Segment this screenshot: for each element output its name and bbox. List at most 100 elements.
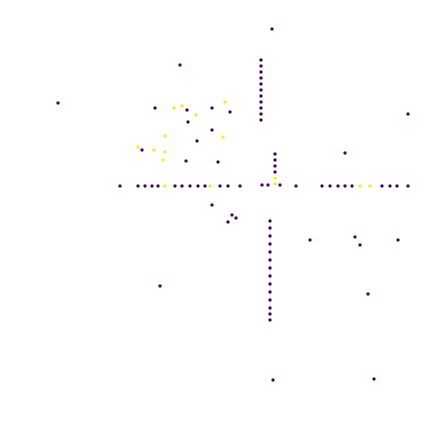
scatter-point — [259, 88, 263, 92]
scatter-point — [273, 182, 277, 186]
scatter-point — [196, 184, 200, 188]
scatter-point — [185, 108, 189, 112]
scatter-point — [210, 203, 214, 207]
scatter-point — [268, 219, 272, 223]
scatter-point — [273, 170, 277, 174]
scatter-point — [268, 318, 272, 322]
scatter-point — [268, 266, 272, 270]
scatter-point — [226, 184, 230, 188]
scatter-point — [259, 58, 263, 62]
scatter-point — [184, 159, 188, 163]
scatter-point — [353, 235, 357, 239]
scatter-point — [268, 290, 272, 294]
scatter-point — [259, 64, 263, 68]
scatter-point — [268, 258, 272, 262]
scatter-point — [273, 176, 277, 180]
scatter-point — [136, 184, 140, 188]
scatter-point — [180, 104, 184, 108]
scatter-point — [380, 184, 384, 188]
scatter-point — [358, 243, 362, 247]
scatter-point — [396, 238, 400, 242]
scatter-point — [259, 94, 263, 98]
scatter-point — [194, 113, 198, 117]
scatter-point — [173, 184, 177, 188]
scatter-point — [268, 306, 272, 310]
scatter-point — [268, 274, 272, 278]
scatter-point — [210, 106, 214, 110]
scatter-point — [140, 148, 144, 152]
scatter-point — [153, 106, 157, 110]
scatter-point — [210, 128, 214, 132]
scatter-point — [368, 184, 372, 188]
scatter-point — [230, 213, 234, 217]
scatter-point — [238, 184, 242, 188]
scatter-point — [350, 184, 354, 188]
scatter-point — [218, 184, 222, 188]
scatter-point — [172, 106, 176, 110]
scatter-point — [395, 184, 399, 188]
scatter-point — [158, 284, 162, 288]
scatter-point — [226, 220, 230, 224]
scatter-point — [259, 118, 263, 122]
scatter-point — [336, 184, 340, 188]
scatter-point — [259, 82, 263, 86]
scatter-point — [259, 106, 263, 110]
scatter-point — [234, 216, 238, 220]
scatter-point — [178, 63, 182, 67]
scatter-point — [156, 184, 160, 188]
scatter-point — [136, 145, 140, 149]
scatter-point — [320, 184, 324, 188]
scatter-point — [406, 184, 410, 188]
scatter-point — [118, 184, 122, 188]
scatter-point — [216, 160, 220, 164]
scatter-point — [273, 158, 277, 162]
scatter-point — [278, 183, 282, 187]
scatter-point — [273, 152, 277, 156]
scatter-point — [161, 158, 165, 162]
scatter-point — [259, 112, 263, 116]
scatter-point — [260, 183, 264, 187]
scatter-point — [268, 234, 272, 238]
scatter-point — [358, 184, 362, 188]
scatter-point — [266, 183, 270, 187]
scatter-point — [294, 184, 298, 188]
scatter-point — [268, 298, 272, 302]
scatter-point — [268, 250, 272, 254]
scatter-point — [223, 100, 227, 104]
scatter-point — [143, 184, 147, 188]
scatter-point — [259, 100, 263, 104]
scatter-point — [268, 312, 272, 316]
scatter-point — [163, 150, 167, 154]
scatter-point — [180, 184, 184, 188]
scatter-point — [308, 238, 312, 242]
scatter-point — [221, 135, 225, 139]
scatter-point — [270, 27, 274, 31]
scatter-point — [195, 139, 199, 143]
scatter-point — [406, 112, 410, 116]
scatter-point — [259, 76, 263, 80]
scatter-point — [188, 184, 192, 188]
scatter-point — [268, 282, 272, 286]
scatter-point — [271, 378, 275, 382]
scatter-point — [208, 184, 212, 188]
scatter-point — [163, 134, 167, 138]
scatter-point — [273, 164, 277, 168]
scatter-point — [372, 377, 376, 381]
scatter-point — [56, 101, 60, 105]
scatter-point — [163, 184, 167, 188]
scatter-point — [268, 242, 272, 246]
scatter-point — [268, 226, 272, 230]
scatter-point — [388, 184, 392, 188]
scatter-point — [228, 110, 232, 114]
scatter-point — [343, 151, 347, 155]
scatter-point — [150, 184, 154, 188]
scatter-point — [186, 120, 190, 124]
scatter-point — [259, 70, 263, 74]
scatter-point — [152, 148, 156, 152]
scatter-point — [366, 292, 370, 296]
scatter-points — [56, 27, 410, 382]
scatter-point — [343, 184, 347, 188]
scatter-point — [203, 184, 207, 188]
scatter-point — [328, 184, 332, 188]
